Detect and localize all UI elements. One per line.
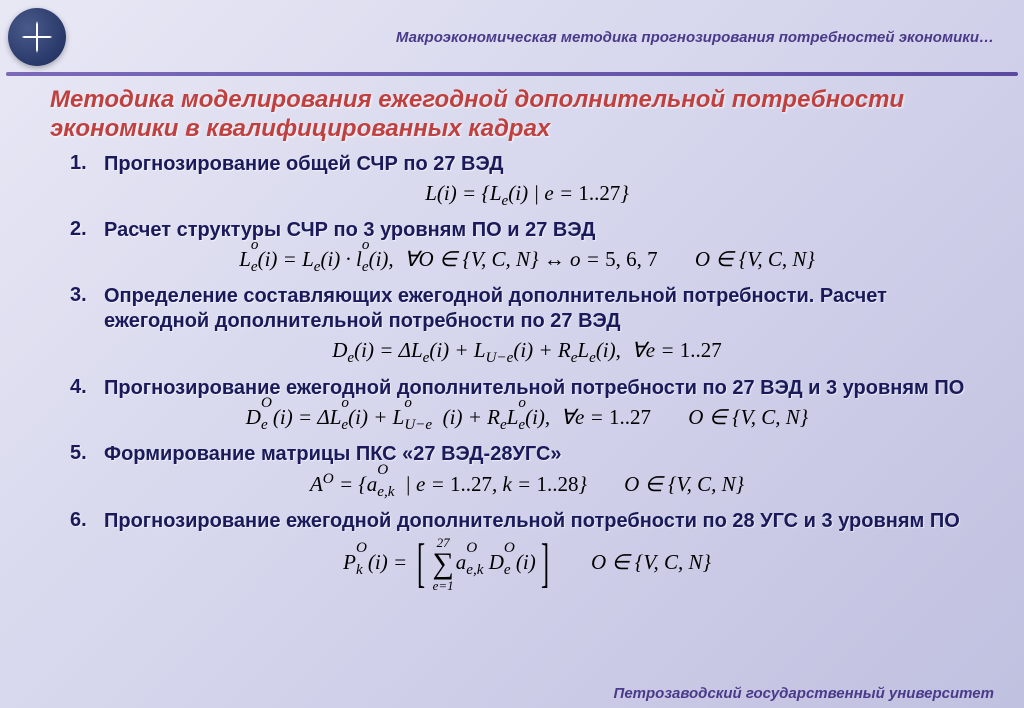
item-text: Расчет структуры СЧР по 3 уровням ПО и 2… [104, 218, 595, 243]
list-item: 2. Расчет структуры СЧР по 3 уровням ПО … [70, 218, 984, 278]
footer-text: Петрозаводский государственный университ… [614, 685, 994, 702]
item-number: 2. [70, 218, 104, 241]
formula-3: De(i) = ΔLe(i) + LU−e(i) + ReLe(i), ∀e =… [70, 336, 984, 369]
university-logo [8, 8, 66, 66]
item-text: Прогнозирование ежегодной дополнительной… [104, 509, 960, 534]
list-item: 3. Определение составляющих ежегодной до… [70, 284, 984, 369]
formula-6: POk (i) = [ 27 ∑ e=1 aOe,k DOe (i) ] O ∈… [70, 536, 984, 592]
item-text: Определение составляющих ежегодной допол… [104, 284, 984, 334]
formula-5: AO = {aOe,k | e = 1..27, k = 1..28} O ∈ … [70, 469, 984, 503]
slide-header: Макроэкономическая методика прогнозирова… [0, 0, 1024, 70]
item-number: 4. [70, 376, 104, 399]
header-subtitle: Макроэкономическая методика прогнозирова… [66, 29, 1004, 46]
list-item: 1. Прогнозирование общей СЧР по 27 ВЭД L… [70, 152, 984, 212]
formula-1: L(i) = {Le(i) | e = 1..27} [70, 179, 984, 212]
formula-4: DOe (i) = ΔLoe(i) + LoU−e (i) + ReLoe(i)… [70, 403, 984, 436]
header-divider [6, 72, 1018, 76]
item-text: Прогнозирование общей СЧР по 27 ВЭД [104, 152, 503, 177]
sum-lower: e=1 [433, 579, 454, 592]
item-number: 5. [70, 442, 104, 465]
list-item: 6. Прогнозирование ежегодной дополнитель… [70, 509, 984, 592]
item-number: 6. [70, 509, 104, 532]
item-number: 3. [70, 284, 104, 307]
list-item: 5. Формирование матрицы ПКС «27 ВЭД-28УГ… [70, 442, 984, 503]
item-text: Формирование матрицы ПКС «27 ВЭД-28УГС» [104, 442, 562, 467]
list-item: 4. Прогнозирование ежегодной дополнитель… [70, 376, 984, 436]
item-number: 1. [70, 152, 104, 175]
content-area: 1. Прогнозирование общей СЧР по 27 ВЭД L… [0, 152, 1024, 593]
slide-title: Методика моделирования ежегодной дополни… [0, 82, 1024, 152]
formula-2: Loe(i) = Le(i) · loe(i), ∀O ∈ {V, C, N} … [70, 245, 984, 278]
item-text: Прогнозирование ежегодной дополнительной… [104, 376, 964, 401]
